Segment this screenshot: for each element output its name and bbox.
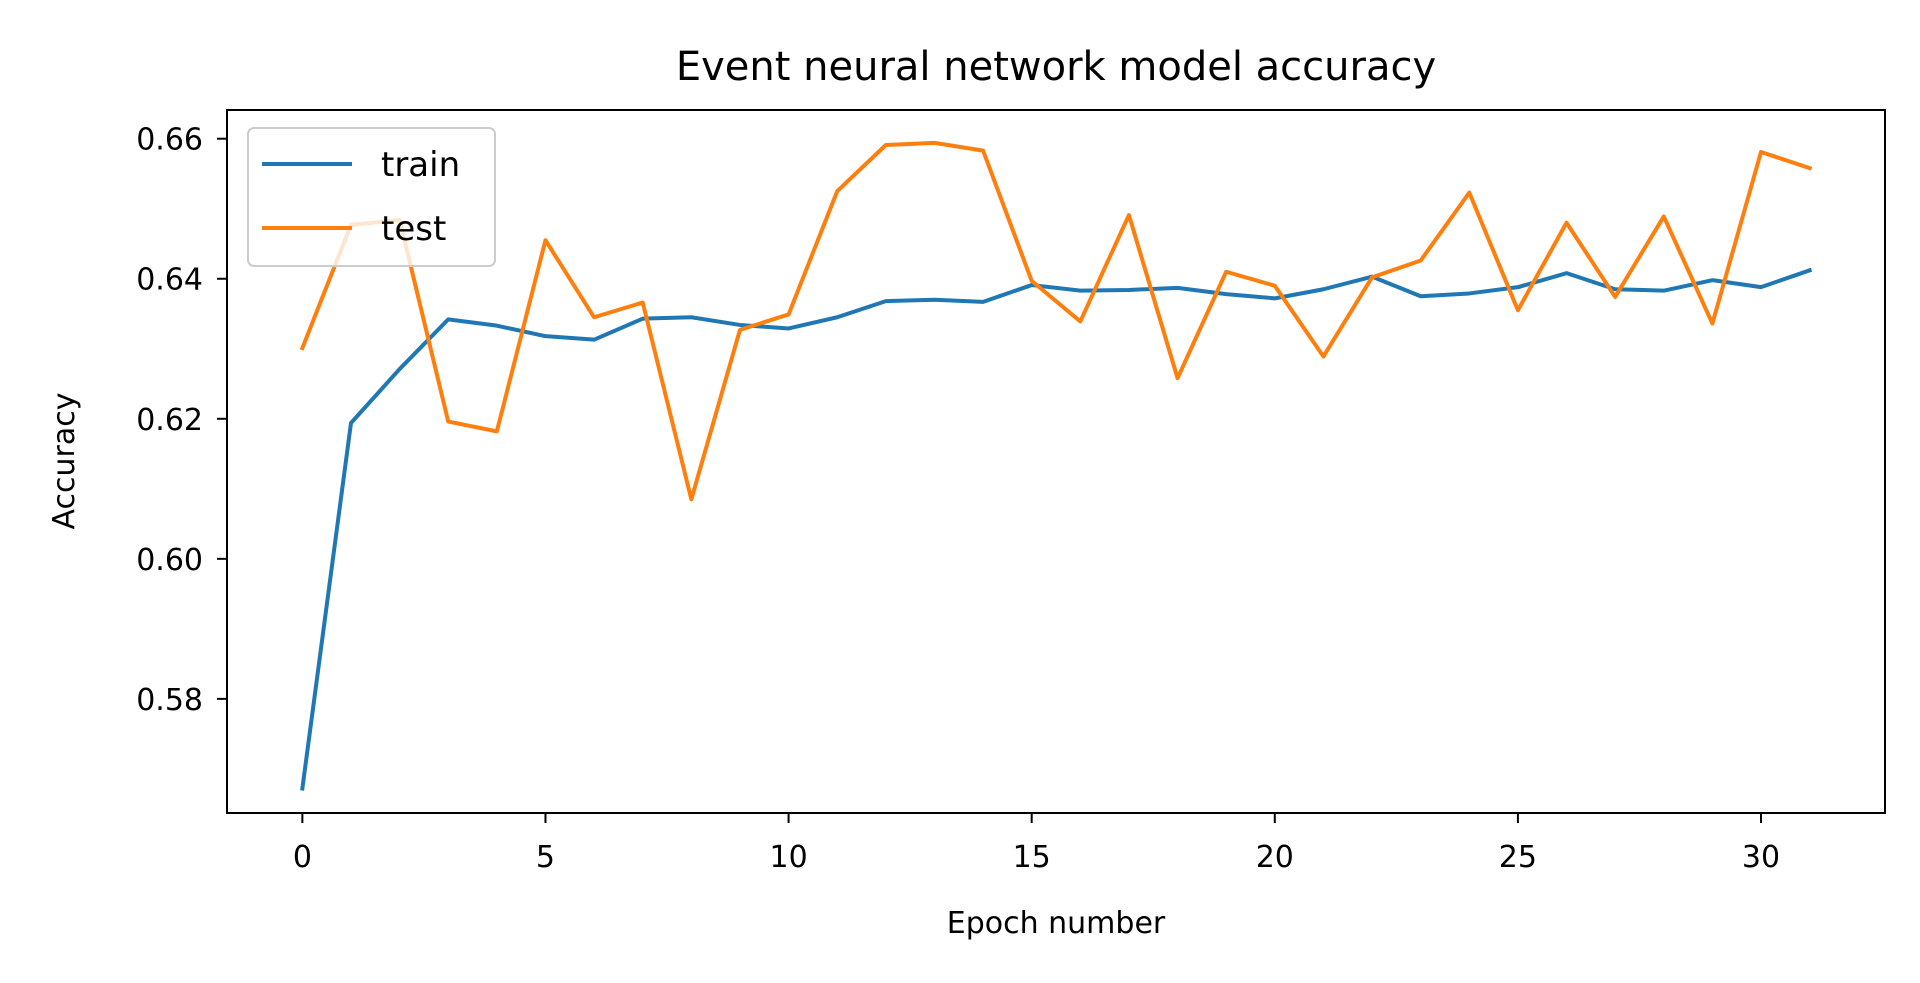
x-tick-label: 30 [1742, 840, 1780, 875]
x-axis-label: Epoch number [947, 906, 1166, 941]
legend: train test [247, 127, 496, 267]
x-tick-label: 25 [1499, 840, 1537, 875]
chart-title: Event neural network model accuracy [676, 44, 1436, 90]
x-axis-ticks: 0 5 10 15 20 25 30 [293, 813, 1780, 875]
x-tick-label: 0 [293, 840, 312, 875]
legend-label-train: train [381, 145, 460, 185]
y-axis-label: Accuracy [47, 393, 82, 530]
y-tick-label: 0.64 [136, 263, 203, 298]
y-tick-label: 0.60 [136, 543, 203, 578]
x-tick-label: 15 [1013, 840, 1051, 875]
plot-frame [226, 109, 1886, 814]
y-tick-label: 0.62 [136, 403, 203, 438]
y-tick-label: 0.58 [136, 683, 203, 718]
y-tick-label: 0.66 [136, 123, 203, 158]
legend-label-test: test [381, 209, 446, 249]
x-tick-label: 20 [1256, 840, 1294, 875]
series-lines [299, 140, 1813, 791]
series-line-train [300, 267, 1813, 791]
x-tick-label: 5 [536, 840, 555, 875]
series-line-test [299, 140, 1813, 502]
x-tick-label: 10 [769, 840, 807, 875]
y-axis-ticks: 0.58 0.60 0.62 0.64 0.66 [136, 123, 227, 718]
